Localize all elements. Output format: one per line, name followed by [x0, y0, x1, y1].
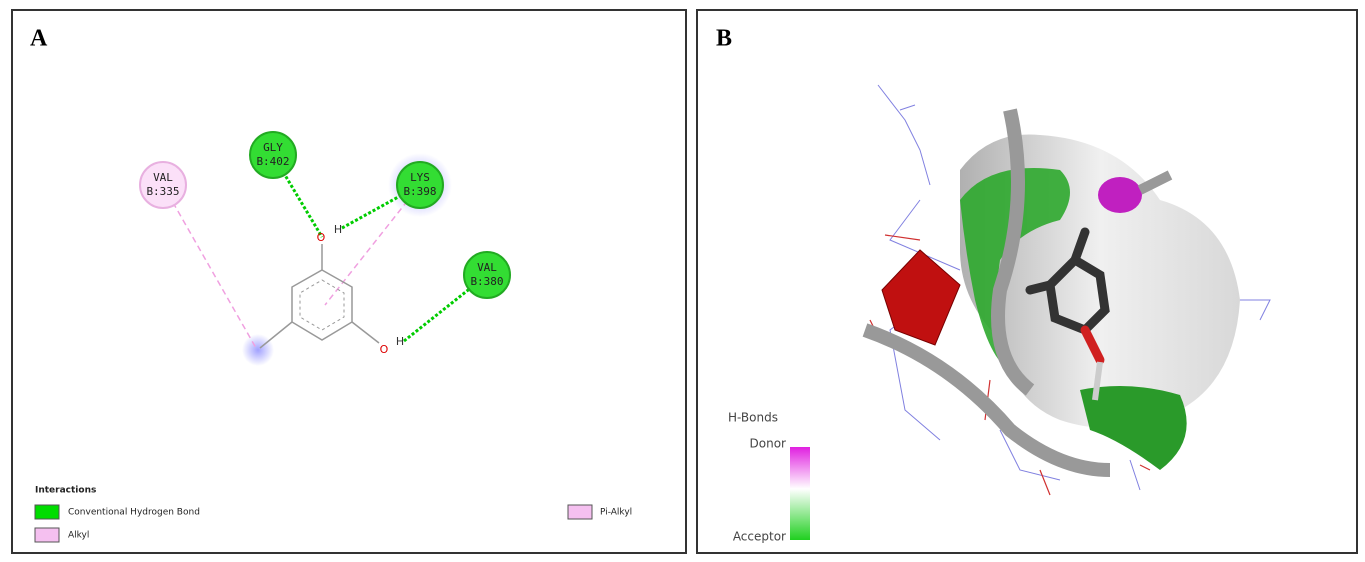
- atom-label: H: [396, 335, 404, 348]
- residue-id: B:402: [256, 155, 289, 168]
- atom-glow: [242, 334, 274, 366]
- figure: A O H O H GLYB:402LYSB:398VALB:335VALB:3…: [0, 0, 1365, 558]
- residue-name: GLY: [263, 141, 283, 154]
- legend-swatch: [568, 505, 592, 519]
- colorbar: [790, 447, 810, 540]
- protein-render: [865, 85, 1270, 495]
- colorbar-label: Donor: [750, 437, 787, 451]
- panel-a-frame: [12, 10, 686, 553]
- cube: [882, 250, 960, 345]
- legend-swatch: [35, 528, 59, 542]
- residue-name: VAL: [153, 171, 173, 184]
- legend-label: Pi-Alkyl: [600, 508, 632, 518]
- residue-id: B:398: [403, 185, 436, 198]
- legend-title: Interactions: [35, 486, 96, 496]
- ribbon: [1140, 175, 1170, 190]
- legend-label: Alkyl: [68, 531, 89, 541]
- atom-label: O: [380, 343, 389, 356]
- legend-swatch: [35, 505, 59, 519]
- panel-label: B: [716, 26, 732, 52]
- residue-name: LYS: [410, 171, 430, 184]
- colorbar-title: H-Bonds: [728, 411, 778, 425]
- alkyl-line: [163, 185, 256, 348]
- atom-label: O: [317, 231, 326, 244]
- residue-id: B:380: [470, 275, 503, 288]
- panel-label: A: [30, 26, 48, 52]
- colorbar-label: Acceptor: [733, 530, 786, 544]
- atom-label: H: [334, 223, 342, 236]
- aromatic-ring: [300, 280, 344, 330]
- legend-label: Conventional Hydrogen Bond: [68, 508, 200, 518]
- donor-surface: [1098, 177, 1142, 213]
- residue-id: B:335: [146, 185, 179, 198]
- residue-name: VAL: [477, 261, 497, 274]
- bond: [260, 322, 292, 348]
- bond: [352, 322, 379, 343]
